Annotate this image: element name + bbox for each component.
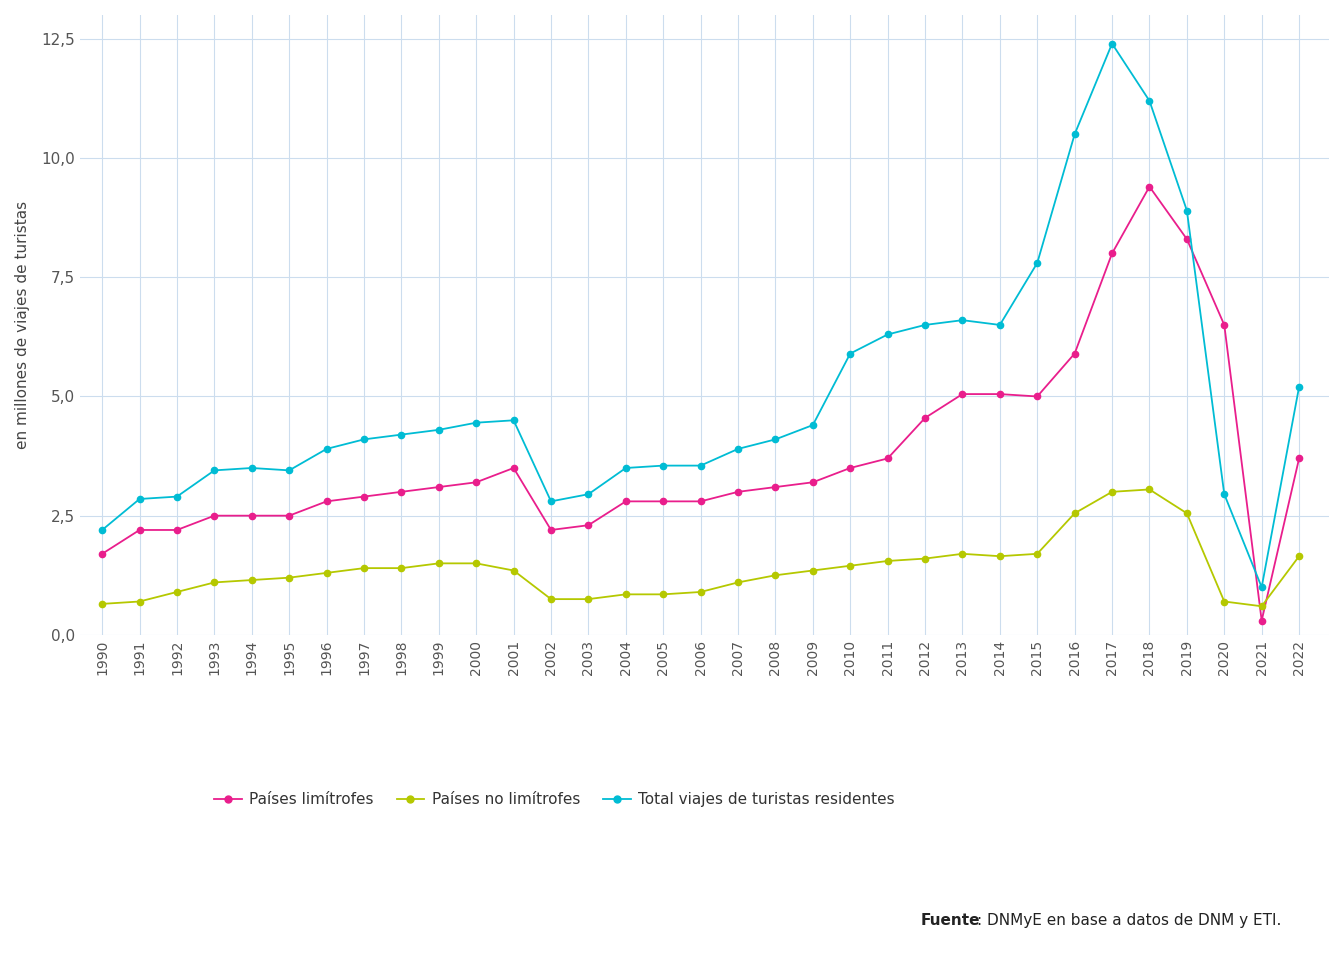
- Text: Fuente: Fuente: [921, 913, 980, 928]
- Text: : DNMyE en base a datos de DNM y ETI.: : DNMyE en base a datos de DNM y ETI.: [977, 913, 1281, 928]
- Legend: Países limítrofes, Países no limítrofes, Total viajes de turistas residentes: Países limítrofes, Países no limítrofes,…: [208, 786, 900, 813]
- Y-axis label: en millones de viajes de turistas: en millones de viajes de turistas: [15, 201, 30, 449]
